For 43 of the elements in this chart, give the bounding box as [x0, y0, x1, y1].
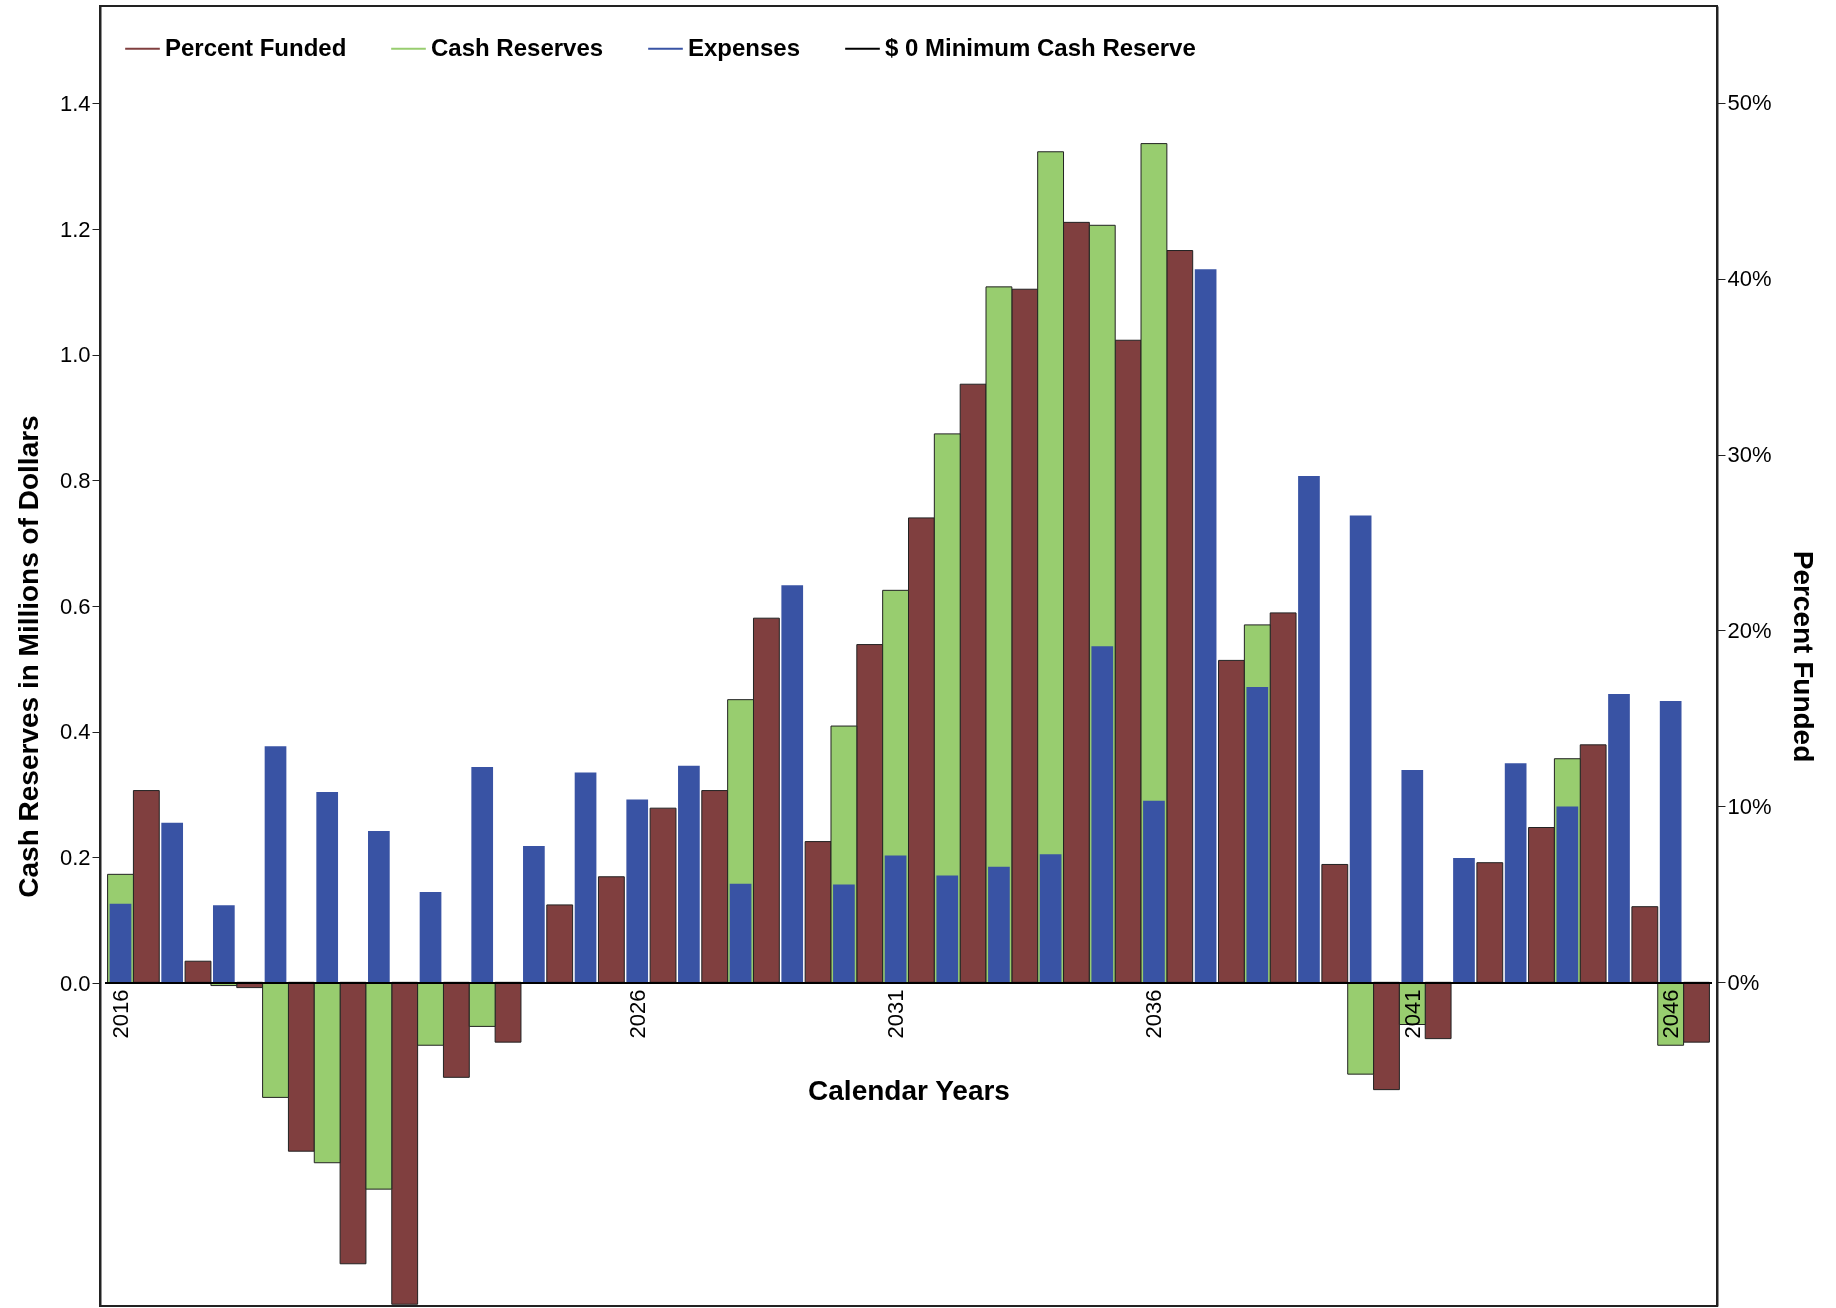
y2-tick-label: 50%: [1727, 90, 1772, 116]
y-tick-label: 0.8: [59, 467, 91, 493]
bar: [988, 866, 1010, 984]
legend-label: Cash Reserves: [431, 33, 604, 61]
x-axis-title: Calendar Years: [808, 1075, 1010, 1107]
bar: [1143, 800, 1165, 984]
x-tick-label: 2036: [1141, 989, 1167, 1039]
y-tick-label: 1.4: [59, 90, 91, 116]
x-tick-label: 2046: [1658, 989, 1684, 1039]
x-tick-label: 2041: [1399, 989, 1425, 1039]
bar: [1659, 700, 1682, 984]
y2-tick-label: 10%: [1727, 793, 1772, 819]
y-tick-label: 1.2: [59, 216, 91, 242]
y-axis-title: Cash Reserves in Millions of Dollars: [12, 415, 44, 898]
bar: [1631, 906, 1659, 983]
bar: [471, 766, 494, 984]
bar: [368, 830, 390, 984]
bar: [1039, 854, 1062, 984]
bar: [316, 792, 339, 984]
y-tick-label: 1.0: [59, 342, 91, 368]
bar: [419, 891, 442, 984]
x-tick-label: 2031: [883, 989, 909, 1039]
y2-tick-label: 20%: [1727, 617, 1772, 643]
legend-label: Expenses: [688, 33, 801, 61]
y-tick-label: 0.6: [59, 593, 91, 619]
bar: [1349, 515, 1372, 984]
y2-axis-title: Percent Funded: [1787, 550, 1819, 763]
y-tick-label: 0.0: [59, 970, 91, 996]
x-tick-label: 2016: [108, 989, 133, 1039]
y2-tick-label: 40%: [1727, 266, 1772, 292]
y2-tick-label: 0%: [1727, 969, 1760, 995]
y-tick-label: 0.4: [59, 719, 91, 745]
bar: [1401, 770, 1424, 984]
legend-label: Percent Funded: [165, 33, 347, 61]
bar: [264, 746, 287, 984]
legend-label: $ 0 Minimum Cash Reserve: [885, 33, 1196, 61]
y-tick-label: 0.2: [59, 844, 91, 870]
bar: [936, 875, 959, 984]
bar: [212, 905, 235, 984]
x-tick-label: 2026: [624, 989, 650, 1039]
bar: [1321, 863, 1349, 983]
bar: [184, 960, 212, 983]
y2-tick-label: 30%: [1727, 442, 1772, 468]
